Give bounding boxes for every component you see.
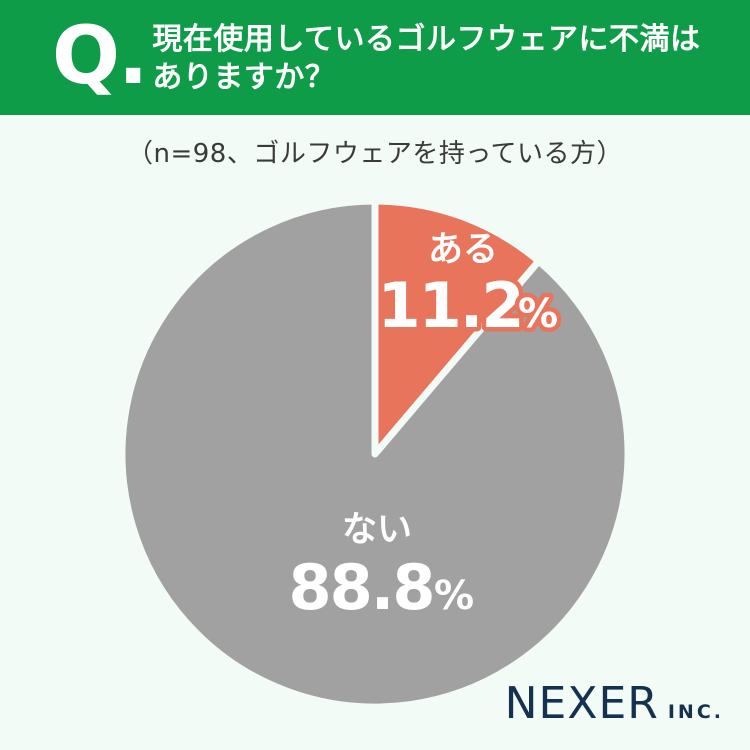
nexer-logo-wordmark: NEXER	[504, 678, 659, 729]
pie-slices	[118, 197, 632, 711]
question-line-1: 現在使用しているゴルフウェアに不満は	[152, 21, 701, 57]
pie-labels: ある 11.2 % ない 88.8 %	[289, 230, 563, 624]
question-line-2: ありますか？	[152, 59, 336, 95]
slice-yes-label: ある	[428, 230, 498, 270]
slice-yes-unit: %	[518, 291, 558, 337]
question-text: 現在使用しているゴルフウェアに不満は ありますか？	[152, 21, 700, 97]
nexer-logo-inc-suffix: INC.	[667, 701, 724, 723]
question-header: Q. 現在使用しているゴルフウェアに不満は ありますか？	[0, 0, 750, 115]
pie-slice-no	[118, 197, 632, 711]
slice-no-unit: %	[434, 573, 474, 619]
slice-no-value: 88.8	[289, 551, 434, 624]
q-mark: Q.	[52, 8, 148, 102]
sample-note: （n=98、ゴルフウェアを持っている方）	[126, 139, 624, 169]
slice-no-label: ない	[342, 510, 412, 550]
nexer-logo: NEXER INC.	[505, 682, 724, 726]
slice-yes-value: 11.2	[378, 269, 523, 342]
pie-slice-yes	[371, 197, 543, 458]
